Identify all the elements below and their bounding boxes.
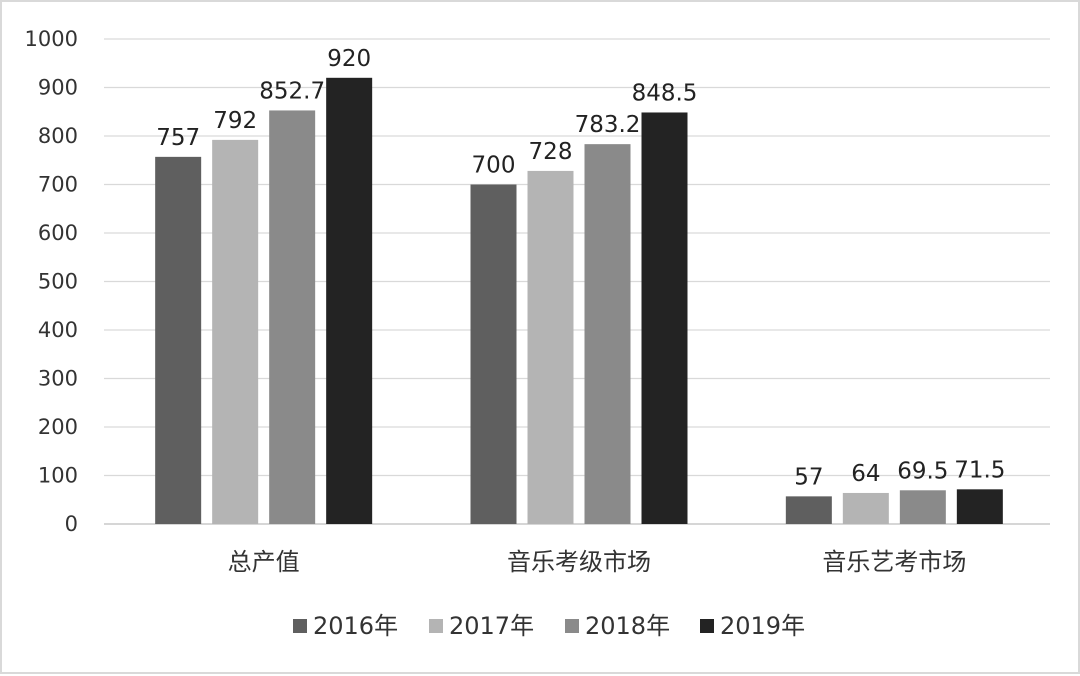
data-label: 792 xyxy=(213,108,257,134)
legend-label: 2016年 xyxy=(313,612,398,640)
legend-swatch xyxy=(700,619,714,633)
y-tick-label: 900 xyxy=(38,76,78,100)
data-label: 71.5 xyxy=(954,457,1005,483)
data-label: 69.5 xyxy=(897,458,948,484)
category-label: 音乐艺考市场 xyxy=(822,548,966,576)
bar xyxy=(956,489,1003,524)
data-label: 728 xyxy=(529,139,573,165)
legend-label: 2018年 xyxy=(585,612,670,640)
legend-label: 2017年 xyxy=(449,612,534,640)
y-tick-label: 700 xyxy=(38,173,78,197)
data-label: 57 xyxy=(794,464,823,490)
legend-label: 2019年 xyxy=(720,612,805,640)
y-tick-label: 800 xyxy=(38,124,78,148)
data-label: 848.5 xyxy=(632,80,698,106)
legend-swatch xyxy=(429,619,443,633)
data-label: 920 xyxy=(327,46,371,72)
category-label: 音乐考级市场 xyxy=(507,548,651,576)
y-tick-label: 100 xyxy=(38,464,78,488)
data-label: 852.7 xyxy=(259,78,325,104)
bar xyxy=(899,490,946,524)
y-axis-ticks: 0 100 200 300 400 500 600 700 800 900 1000 xyxy=(25,27,78,536)
legend-swatch xyxy=(293,619,307,633)
data-label: 700 xyxy=(472,153,516,179)
bar xyxy=(212,139,259,524)
y-tick-label: 0 xyxy=(65,512,78,536)
data-label: 64 xyxy=(851,461,880,487)
category-labels: 总产值 音乐考级市场 音乐艺考市场 xyxy=(228,548,967,576)
y-tick-label: 200 xyxy=(38,415,78,439)
bar xyxy=(155,156,202,525)
bar xyxy=(785,496,832,524)
y-tick-label: 600 xyxy=(38,221,78,245)
bar xyxy=(326,77,373,525)
legend-swatch xyxy=(565,619,579,633)
gridlines xyxy=(104,38,1050,525)
legend: 2016年 2017年 2018年 2019年 xyxy=(293,612,805,640)
y-tick-label: 400 xyxy=(38,318,78,342)
bar xyxy=(584,144,631,524)
bar xyxy=(842,492,889,524)
y-tick-label: 300 xyxy=(38,367,78,391)
category-label: 总产值 xyxy=(228,548,300,576)
y-tick-label: 500 xyxy=(38,270,78,294)
bar xyxy=(641,112,688,524)
data-label: 783.2 xyxy=(575,112,641,138)
bars xyxy=(155,77,1003,525)
bar xyxy=(527,170,574,525)
y-tick-label: 1000 xyxy=(25,27,78,51)
data-label: 757 xyxy=(156,125,200,151)
bar xyxy=(470,184,517,524)
bar xyxy=(269,110,316,525)
